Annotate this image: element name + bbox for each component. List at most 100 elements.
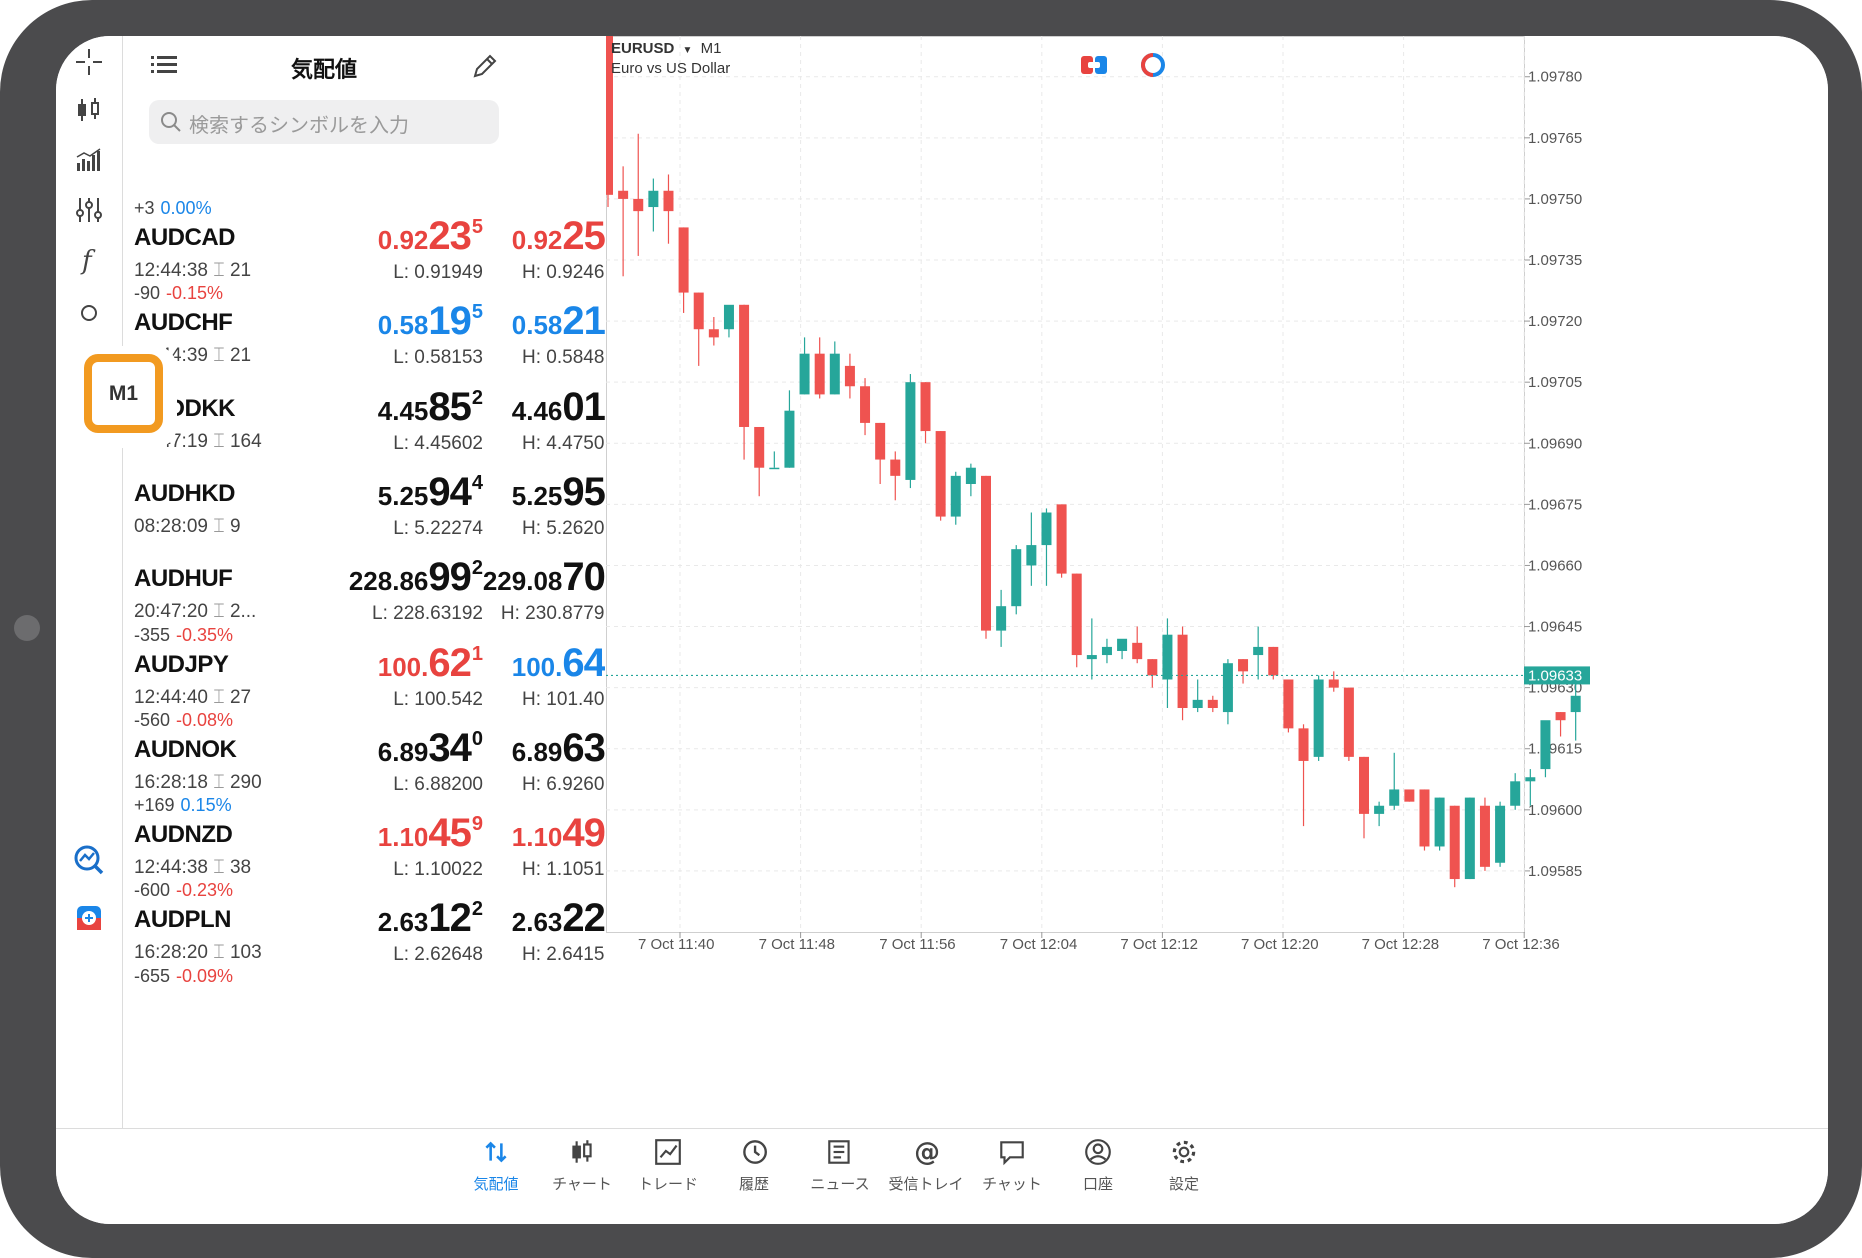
depth-of-market-icon[interactable] <box>1140 52 1168 80</box>
price-pip: 2 <box>471 557 483 580</box>
price-axis-label: 1.09585 <box>1528 863 1582 880</box>
price-big-digits: 34 <box>428 725 471 770</box>
tab-chart[interactable]: チャート <box>534 1137 630 1217</box>
watchlist-row[interactable]: -655 -0.09% <box>123 966 605 1067</box>
candle-body <box>1132 642 1143 660</box>
candle-body <box>1222 663 1233 713</box>
change-value: +3 0.00% <box>134 198 212 219</box>
candle <box>784 390 795 468</box>
bid-price[interactable]: 0.92235 <box>378 214 483 258</box>
low-price: L: 0.58153 <box>393 347 483 369</box>
candlestick-icon[interactable] <box>65 86 113 134</box>
price-prefix: 0.92 <box>377 225 429 255</box>
candle-body <box>844 365 855 387</box>
tab-news[interactable]: ニュース <box>792 1137 888 1217</box>
chart-description: Euro vs US Dollar <box>611 60 731 77</box>
ask-price[interactable]: 2.63225 <box>512 896 605 940</box>
candle-body <box>693 292 704 330</box>
one-click-trading-icon[interactable] <box>1080 54 1108 76</box>
low-price: L: 0.91949 <box>393 262 483 283</box>
candle-body <box>1479 805 1490 867</box>
candle-body <box>935 431 946 517</box>
dropdown-triangle-icon[interactable]: ▼ <box>682 45 693 56</box>
price-axis-label: 1.09600 <box>1528 802 1582 819</box>
ask-price[interactable]: 6.89630 <box>512 726 605 770</box>
edit-pencil-icon[interactable] <box>471 52 501 82</box>
ask-price[interactable]: 0.58216 <box>512 299 605 343</box>
price-big-digits: 63 <box>562 725 605 770</box>
candle <box>1132 626 1143 664</box>
bid-price[interactable]: 0.58195 <box>378 299 483 343</box>
current-price-badge <box>1524 666 1590 685</box>
price-big-digits: 95 <box>562 469 605 514</box>
tab-history[interactable]: 履歴 <box>706 1137 802 1217</box>
chart-analysis-icon[interactable] <box>65 836 113 884</box>
watchlist-row[interactable]: -355 -0.35% AUDJPY 12:44:40 ⌶ 27 100.621 100.… <box>123 625 605 726</box>
candle-body <box>723 304 734 330</box>
ask-price[interactable]: 0.92256 <box>512 214 605 258</box>
tab-mailbox[interactable]: @ 受信トレイ <box>878 1137 974 1217</box>
candle <box>1192 679 1203 713</box>
indicators-icon[interactable] <box>65 136 113 184</box>
time-value: 16:28:18 <box>134 771 208 793</box>
candle <box>920 382 931 444</box>
function-icon[interactable]: f <box>65 236 113 284</box>
watchlist-row[interactable]: -560 -0.08% AUDNOK 16:28:18 ⌶ 290 6.89340 6.8… <box>123 710 605 811</box>
svg-text:f: f <box>80 246 96 275</box>
price-big-digits: 21 <box>562 299 605 344</box>
quotes-icon <box>485 1141 507 1163</box>
candle-body <box>1343 687 1354 757</box>
market-watch-panel: 気配値 検索するシンボルを入力 +3 0.00% AUDCAD 12:44:38 ⌶ … <box>123 36 605 1128</box>
ask-price[interactable]: 1.10497 <box>512 811 605 855</box>
search-input[interactable]: 検索するシンボルを入力 <box>149 100 499 144</box>
bid-price[interactable]: 5.25944 <box>378 470 483 514</box>
candle <box>754 426 765 497</box>
ask-price[interactable]: 5.25953 <box>512 470 605 514</box>
signal-icon[interactable] <box>65 894 113 942</box>
bid-price[interactable]: 4.45852 <box>378 385 483 429</box>
bid-price[interactable]: 100.621 <box>378 641 483 685</box>
ask-price[interactable]: 4.46016 <box>512 385 605 429</box>
ask-price[interactable]: 100.648 <box>512 641 605 685</box>
price-pip: 5 <box>471 216 483 238</box>
timeframe-button-m1[interactable]: M1 <box>84 354 163 433</box>
bid-price[interactable]: 2.63122 <box>378 896 483 940</box>
candle-body <box>1298 728 1309 761</box>
candle <box>1011 545 1022 615</box>
candle <box>905 374 916 489</box>
price-chart[interactable]: 1.09780 1.09765 1.09750 1.09735 1.09720 1.097… <box>606 36 1828 1128</box>
price-axis-label: 1.09720 <box>1528 313 1582 330</box>
chart-canvas[interactable]: 1.09780 1.09765 1.09750 1.09735 1.09720 1.097… <box>606 36 1828 1128</box>
change-points: +3 <box>134 198 155 218</box>
ask-price[interactable]: 229.08708 <box>483 555 605 599</box>
tab-quotes[interactable]: 気配値 <box>448 1137 544 1217</box>
change-percent: -0.15% <box>166 283 224 304</box>
bid-price[interactable]: 1.10459 <box>378 811 483 855</box>
candle <box>1419 789 1430 851</box>
candle <box>1041 508 1052 586</box>
price-big-digits: 45 <box>428 811 471 856</box>
tab-trade[interactable]: トレード <box>620 1137 716 1217</box>
tab-label: 受信トレイ <box>888 1176 964 1193</box>
candle <box>618 166 629 277</box>
crosshair-icon[interactable] <box>65 38 113 86</box>
settings-sliders-icon[interactable] <box>65 186 113 234</box>
change-percent: -0.35% <box>176 624 234 645</box>
bid-price[interactable]: 228.86992 <box>349 555 483 599</box>
object-icon[interactable] <box>65 286 113 334</box>
tab-account[interactable]: 口座 <box>1050 1137 1146 1217</box>
watchlist-row[interactable]: +169 0.15% AUDNZD 12:44:38 ⌶ 38 1.10459 1.104… <box>123 795 605 896</box>
menu-list-icon[interactable] <box>151 54 181 80</box>
candle <box>1540 720 1551 778</box>
watchlist-row[interactable]: -600 -0.23% AUDPLN 16:28:20 ⌶ 103 2.63122 2.6… <box>123 880 605 981</box>
watchlist-row[interactable]: AUDHUF 20:47:20 ⌶ 2... 228.86992229.08708L… <box>123 539 605 640</box>
bid-price[interactable]: 6.89340 <box>378 726 483 770</box>
candle <box>981 475 991 639</box>
quote-time: 16:28:20 ⌶ 103 <box>134 942 262 964</box>
tab-chat[interactable]: チャット <box>964 1137 1060 1217</box>
tab-settings[interactable]: 設定 <box>1136 1137 1232 1217</box>
time-axis-label: 7 Oct 11:40 <box>638 936 714 953</box>
